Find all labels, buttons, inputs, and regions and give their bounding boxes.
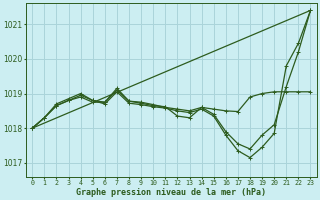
X-axis label: Graphe pression niveau de la mer (hPa): Graphe pression niveau de la mer (hPa): [76, 188, 266, 197]
